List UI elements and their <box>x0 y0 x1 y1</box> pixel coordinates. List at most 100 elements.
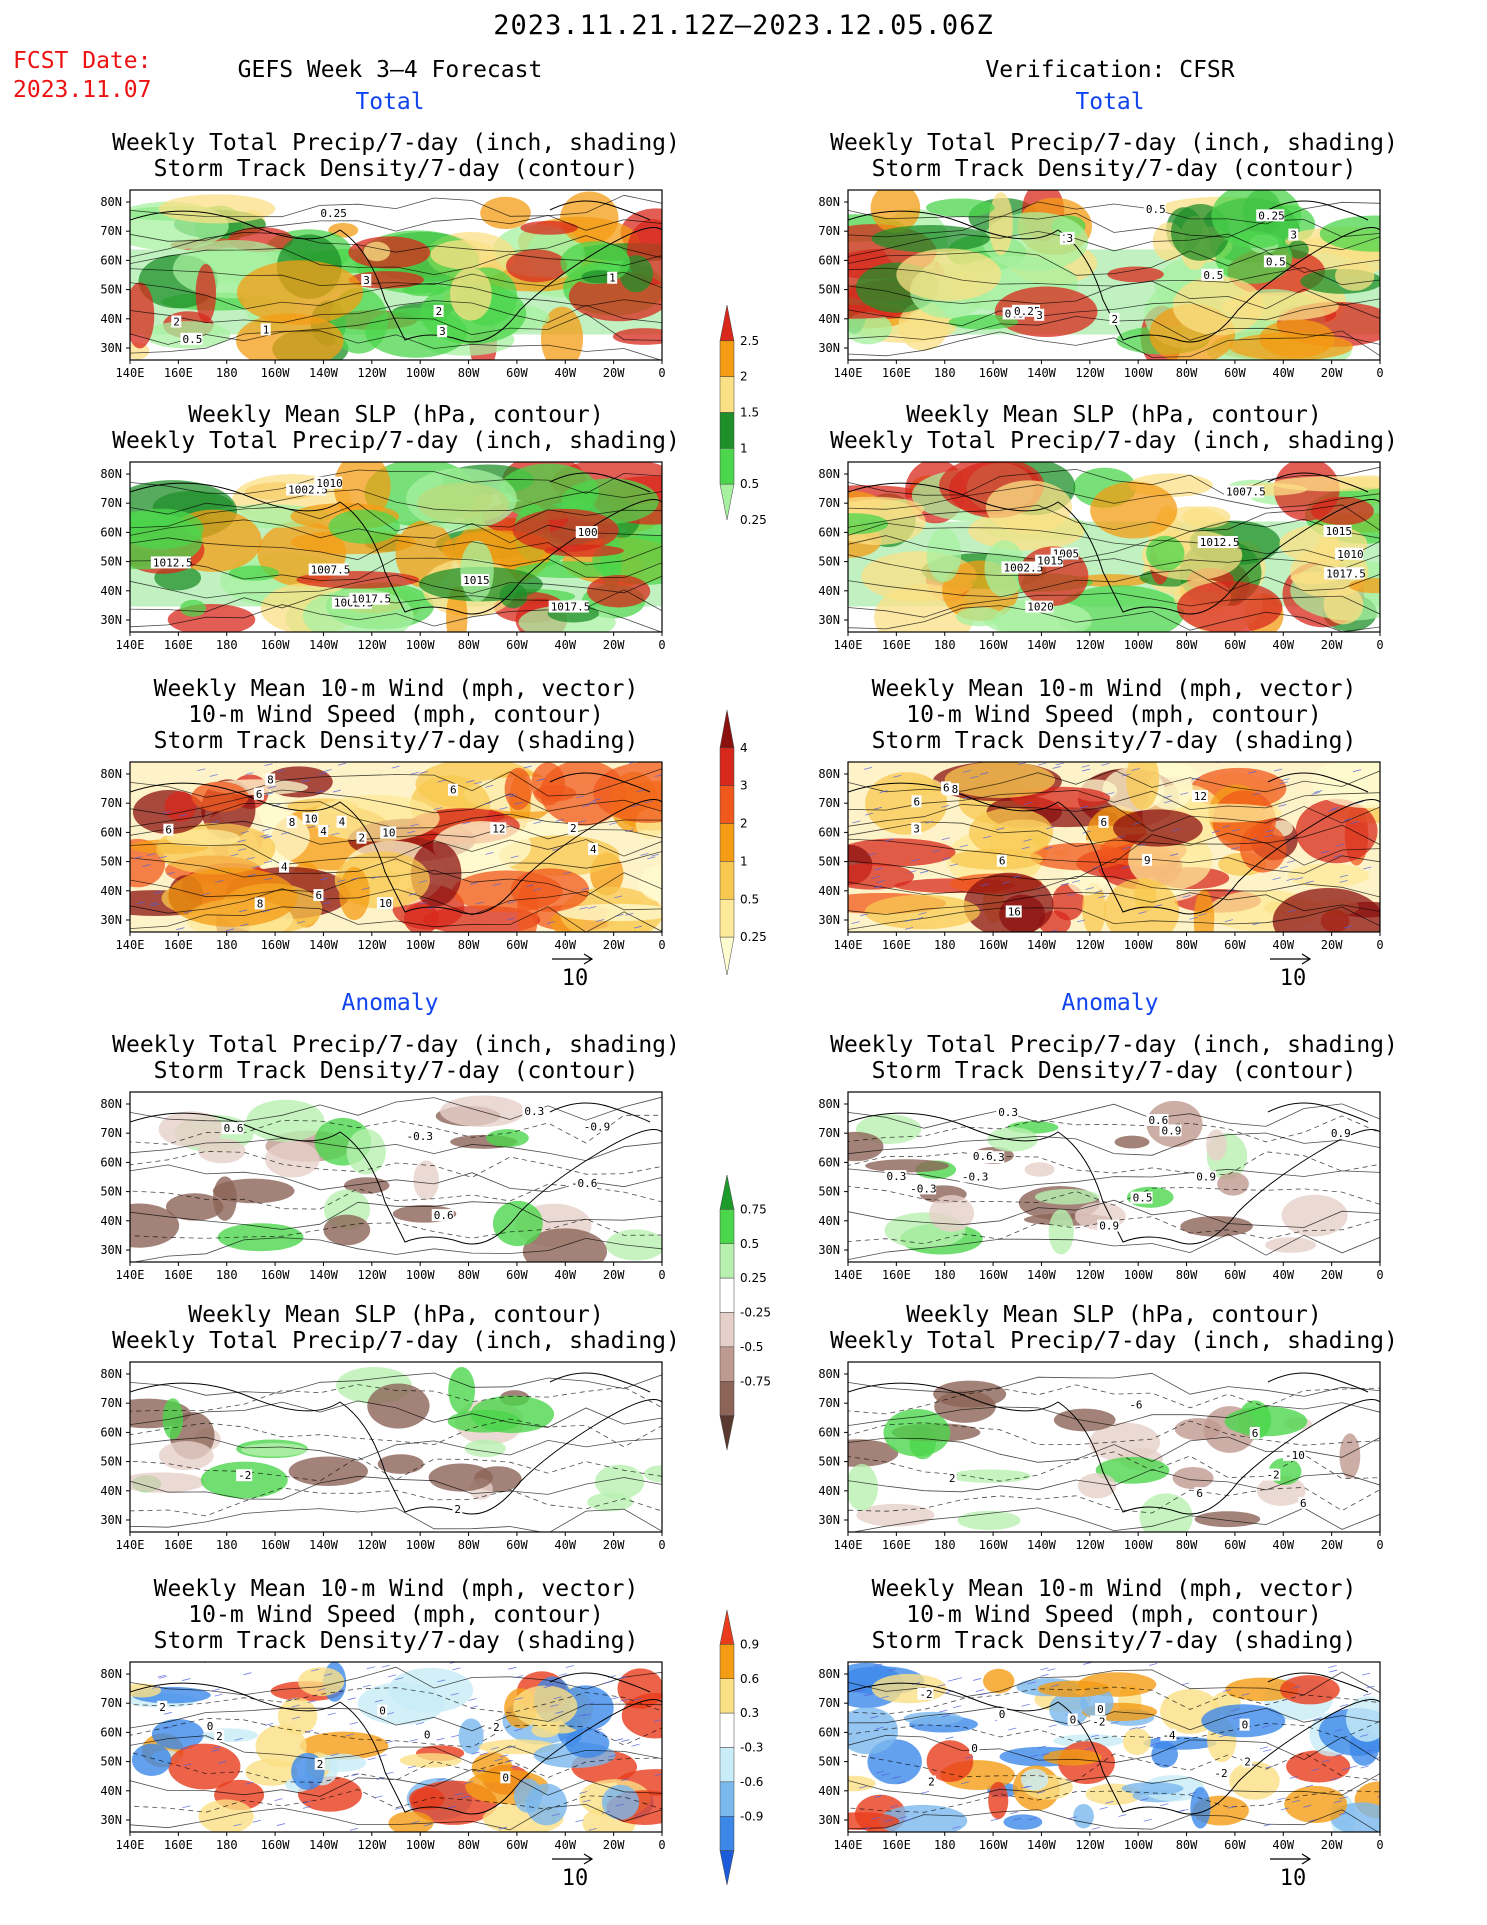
lat-tick-label: 70N <box>100 1396 122 1410</box>
contour-label: 1007.5 <box>1226 486 1266 499</box>
contour-label: 0.3 <box>887 1170 907 1183</box>
contour-label: 0.5 <box>1146 203 1166 216</box>
lon-tick-label: 0 <box>658 366 665 380</box>
lat-tick-label: 50N <box>100 1755 122 1769</box>
contour-label: 1007.5 <box>311 564 351 577</box>
contour-label: 0.6 <box>224 1122 244 1135</box>
panel-title-line: Weekly Total Precip/7-day (inch, shading… <box>112 1032 680 1058</box>
colorbar-storm_total: 4 3 2 1 0.5 0.25 <box>719 709 767 976</box>
panel-title-line: Weekly Total Precip/7-day (inch, shading… <box>112 130 680 156</box>
contour-label: 0 <box>424 1728 431 1741</box>
lon-tick-label: 100W <box>406 638 436 652</box>
lon-tick-label: 160W <box>261 638 291 652</box>
colorbar-stack: 2.5 2 1.5 1 0.5 0.25 4 3 2 1 0.5 0.25 0.75 0.5 0.25 -0.… <box>719 304 771 1886</box>
lat-tick-label: 50N <box>818 855 840 869</box>
lon-tick-label: 140W <box>1027 1838 1057 1852</box>
lon-tick-label: 160E <box>164 938 193 952</box>
lon-tick-label: 120W <box>357 1538 387 1552</box>
colorbar-label: 0.5 <box>740 477 759 491</box>
lon-tick-label: 0 <box>658 1838 665 1852</box>
lon-tick-label: 0 <box>1376 1538 1383 1552</box>
lat-tick-label: 50N <box>100 1185 122 1199</box>
contour-label: 0 <box>1097 1703 1104 1716</box>
lat-tick-label: 50N <box>100 283 122 297</box>
lon-tick-label: 40W <box>554 1538 576 1552</box>
lon-tick-label: 120W <box>357 366 387 380</box>
colorbar-label: -0.3 <box>740 1741 763 1755</box>
lon-tick-label: 160W <box>261 1838 291 1852</box>
contour-label: 0.3 <box>524 1105 544 1118</box>
lon-tick-label: 160E <box>164 1838 193 1852</box>
contour-label: 0.6 <box>1148 1114 1168 1127</box>
lat-tick-label: 80N <box>818 1097 840 1111</box>
lat-tick-label: 80N <box>818 467 840 481</box>
lon-tick-label: 140E <box>834 638 863 652</box>
contour-label: 2 <box>359 832 366 845</box>
lon-tick-label: 100W <box>1124 1268 1154 1282</box>
lat-tick-label: 60N <box>100 1425 122 1439</box>
lon-tick-label: 80W <box>458 1268 480 1282</box>
contour-label: -0.3 <box>406 1130 433 1143</box>
lat-tick-label: 30N <box>818 1813 840 1827</box>
lat-tick-label: 60N <box>818 1155 840 1169</box>
contour-label: 0 <box>1242 1719 1249 1732</box>
lat-tick-label: 50N <box>818 555 840 569</box>
contour-label: 0 <box>502 1771 509 1784</box>
lon-tick-label: 40W <box>554 366 576 380</box>
contour-label: 16 <box>1008 905 1021 918</box>
contour-label: 1015 <box>1326 525 1353 538</box>
lat-tick-label: 60N <box>100 1155 122 1169</box>
colorbar-precip_anom: 0.75 0.5 0.25 -0.25 -0.5 -0.75 <box>719 1174 771 1451</box>
contour-label: 0.25 <box>320 207 347 220</box>
panel-title-line: Storm Track Density/7-day (shading) <box>871 1628 1357 1654</box>
lon-tick-label: 80W <box>1176 938 1198 952</box>
lon-tick-label: 160E <box>882 938 911 952</box>
contour-label: 12 <box>492 822 505 835</box>
lon-tick-label: 40W <box>554 938 576 952</box>
lon-tick-label: 80W <box>458 1838 480 1852</box>
lon-tick-label: 0 <box>1376 638 1383 652</box>
contour-label: -0.9 <box>584 1121 611 1134</box>
lon-tick-label: 180 <box>216 366 238 380</box>
lat-tick-label: 40N <box>818 584 840 598</box>
lon-tick-label: 100W <box>1124 1538 1154 1552</box>
lon-tick-label: 160E <box>882 638 911 652</box>
map-panel-cfsr-total-slp-precip: 10051012.51017.51007.510101002.510151020… <box>818 461 1384 652</box>
lat-tick-label: 60N <box>100 1725 122 1739</box>
contour-label: 4 <box>281 861 288 874</box>
contour-label: 2 <box>173 316 180 329</box>
lat-tick-label: 30N <box>100 1813 122 1827</box>
lat-tick-label: 80N <box>818 1367 840 1381</box>
lon-tick-label: 120W <box>357 1838 387 1852</box>
lon-tick-label: 160W <box>979 1538 1009 1552</box>
lon-tick-label: 40W <box>1272 1268 1294 1282</box>
contour-label: 6 <box>943 781 950 794</box>
lat-tick-label: 80N <box>100 767 122 781</box>
lon-tick-label: 20W <box>603 938 625 952</box>
contour-label: -4 <box>1162 1729 1176 1742</box>
lon-tick-label: 140W <box>1027 1268 1057 1282</box>
contour-label: -0.3 <box>962 1170 989 1183</box>
lon-tick-label: 160W <box>979 938 1009 952</box>
vector-reference-label: 10 <box>1279 966 1307 991</box>
colorbar-label: 0.5 <box>740 1237 759 1251</box>
contour-label: 2 <box>1111 313 1118 326</box>
lon-tick-label: 80W <box>1176 1838 1198 1852</box>
lat-tick-label: 50N <box>818 1455 840 1469</box>
lon-tick-label: 140W <box>1027 638 1057 652</box>
vector-reference-arrow <box>552 1853 594 1865</box>
lat-tick-label: 60N <box>818 825 840 839</box>
lon-tick-label: 160E <box>164 1538 193 1552</box>
contour-label: 0 <box>999 1708 1006 1721</box>
lon-tick-label: 100W <box>406 938 436 952</box>
lat-tick-label: 60N <box>818 253 840 267</box>
contour-label: 2 <box>317 1758 324 1771</box>
contour-label: 6 <box>165 824 172 837</box>
contour-label: 2 <box>949 1472 956 1485</box>
lon-tick-label: 160W <box>261 1268 291 1282</box>
lon-tick-label: 0 <box>1376 938 1383 952</box>
colorbar-label: 0.25 <box>740 513 767 527</box>
contour-label: 0.5 <box>182 333 202 346</box>
